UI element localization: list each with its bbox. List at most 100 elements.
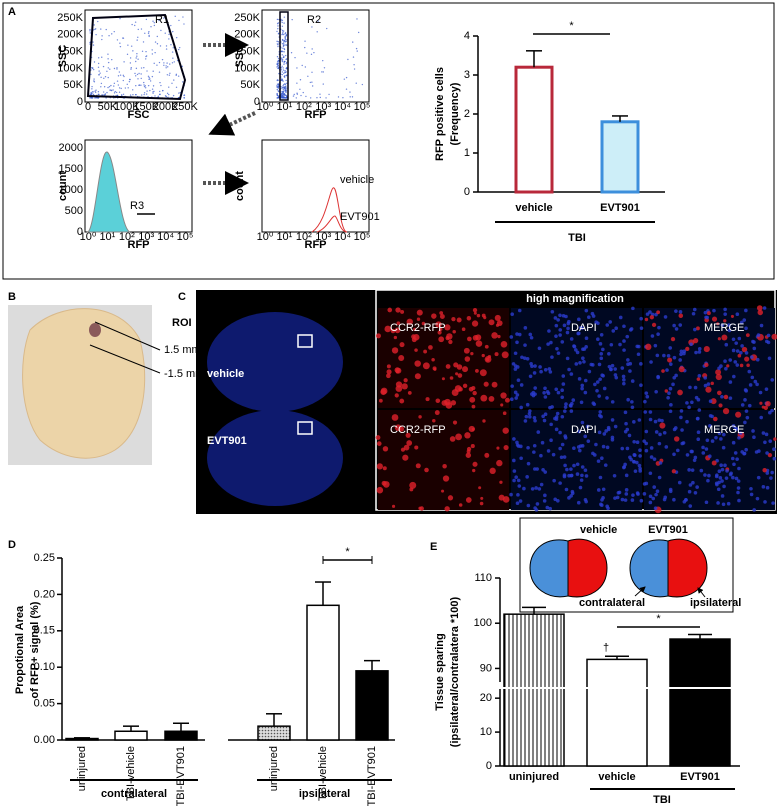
event-dot — [311, 81, 313, 83]
event-dot — [95, 33, 97, 36]
cell — [572, 463, 576, 468]
event-dot — [100, 28, 102, 30]
event-dot — [276, 84, 278, 87]
cell — [441, 377, 445, 381]
cell — [400, 309, 405, 314]
cell — [609, 342, 614, 347]
event-dot — [135, 84, 137, 87]
y-tick-label: 0 — [486, 760, 492, 772]
row-label: vehicle — [207, 368, 244, 380]
cell — [579, 478, 584, 482]
event-dot — [276, 66, 278, 68]
cell — [584, 336, 589, 341]
cell — [434, 410, 440, 416]
cell — [696, 437, 701, 442]
cell — [580, 465, 585, 469]
cell — [719, 463, 723, 467]
cell — [622, 348, 626, 352]
event-dot — [183, 23, 185, 25]
curve-label: EVT901 — [340, 211, 380, 223]
cell — [713, 416, 718, 422]
cell — [549, 340, 553, 345]
event-dot — [276, 94, 279, 97]
event-dot — [148, 34, 150, 37]
event-dot — [161, 58, 164, 61]
cell — [504, 397, 510, 403]
event-dot — [281, 50, 283, 52]
cell — [400, 447, 406, 452]
event-dot — [278, 84, 280, 87]
high-mag-header: high magnification — [526, 293, 624, 305]
cell — [584, 474, 589, 478]
cell — [720, 323, 725, 327]
cell — [614, 326, 618, 330]
event-dot — [165, 95, 167, 98]
event-dot — [122, 79, 124, 82]
cell — [635, 491, 640, 495]
curve-label: vehicle — [340, 174, 374, 186]
event-dot — [285, 67, 287, 70]
event-dot — [299, 88, 301, 90]
flow-xtick: 10² — [296, 231, 312, 243]
cell — [680, 428, 684, 432]
event-dot — [152, 91, 154, 93]
inset-arrow — [634, 586, 646, 597]
cell — [575, 350, 580, 355]
event-dot — [178, 92, 180, 94]
cell — [539, 482, 544, 487]
event-dot — [107, 76, 109, 79]
cell — [405, 432, 411, 438]
cell — [668, 386, 673, 391]
event-dot — [352, 41, 354, 43]
cell — [654, 389, 658, 394]
cell — [752, 508, 757, 512]
event-dot — [114, 90, 116, 93]
cell — [642, 492, 647, 496]
cell — [587, 369, 592, 374]
event-dot — [116, 80, 119, 82]
cell — [643, 399, 647, 404]
event-dot — [149, 78, 151, 80]
cell — [479, 501, 484, 506]
cell — [730, 456, 735, 461]
event-dot — [148, 35, 150, 38]
cell — [701, 451, 706, 455]
cell — [652, 457, 657, 461]
cell — [628, 455, 632, 460]
event-dot — [285, 90, 287, 93]
cell — [759, 323, 764, 328]
cell — [479, 369, 487, 377]
event-dot — [120, 87, 122, 90]
cell — [513, 364, 518, 368]
event-dot — [103, 86, 106, 88]
cell — [558, 446, 562, 451]
cell — [458, 503, 463, 507]
event-dot — [295, 97, 297, 99]
cell — [500, 340, 508, 348]
cell — [539, 453, 543, 458]
cell — [704, 362, 709, 368]
cell — [485, 357, 490, 362]
cell — [510, 312, 514, 317]
event-dot — [299, 79, 302, 81]
cell — [532, 371, 537, 375]
cell — [701, 445, 705, 450]
cell — [583, 390, 588, 395]
inset-contra — [529, 539, 569, 598]
cell — [391, 347, 399, 354]
cell — [572, 344, 577, 349]
event-dot — [282, 89, 284, 91]
event-dot — [160, 84, 162, 87]
cell — [582, 359, 586, 364]
event-dot — [322, 83, 324, 85]
cell — [754, 450, 759, 454]
x-tick-label: vehicle — [598, 771, 635, 783]
cell — [728, 396, 733, 400]
event-dot — [170, 24, 172, 27]
cell — [740, 344, 744, 348]
event-dot — [165, 65, 167, 67]
event-dot — [163, 17, 165, 19]
cell — [731, 440, 736, 445]
cell — [442, 475, 450, 482]
cell — [549, 438, 553, 443]
